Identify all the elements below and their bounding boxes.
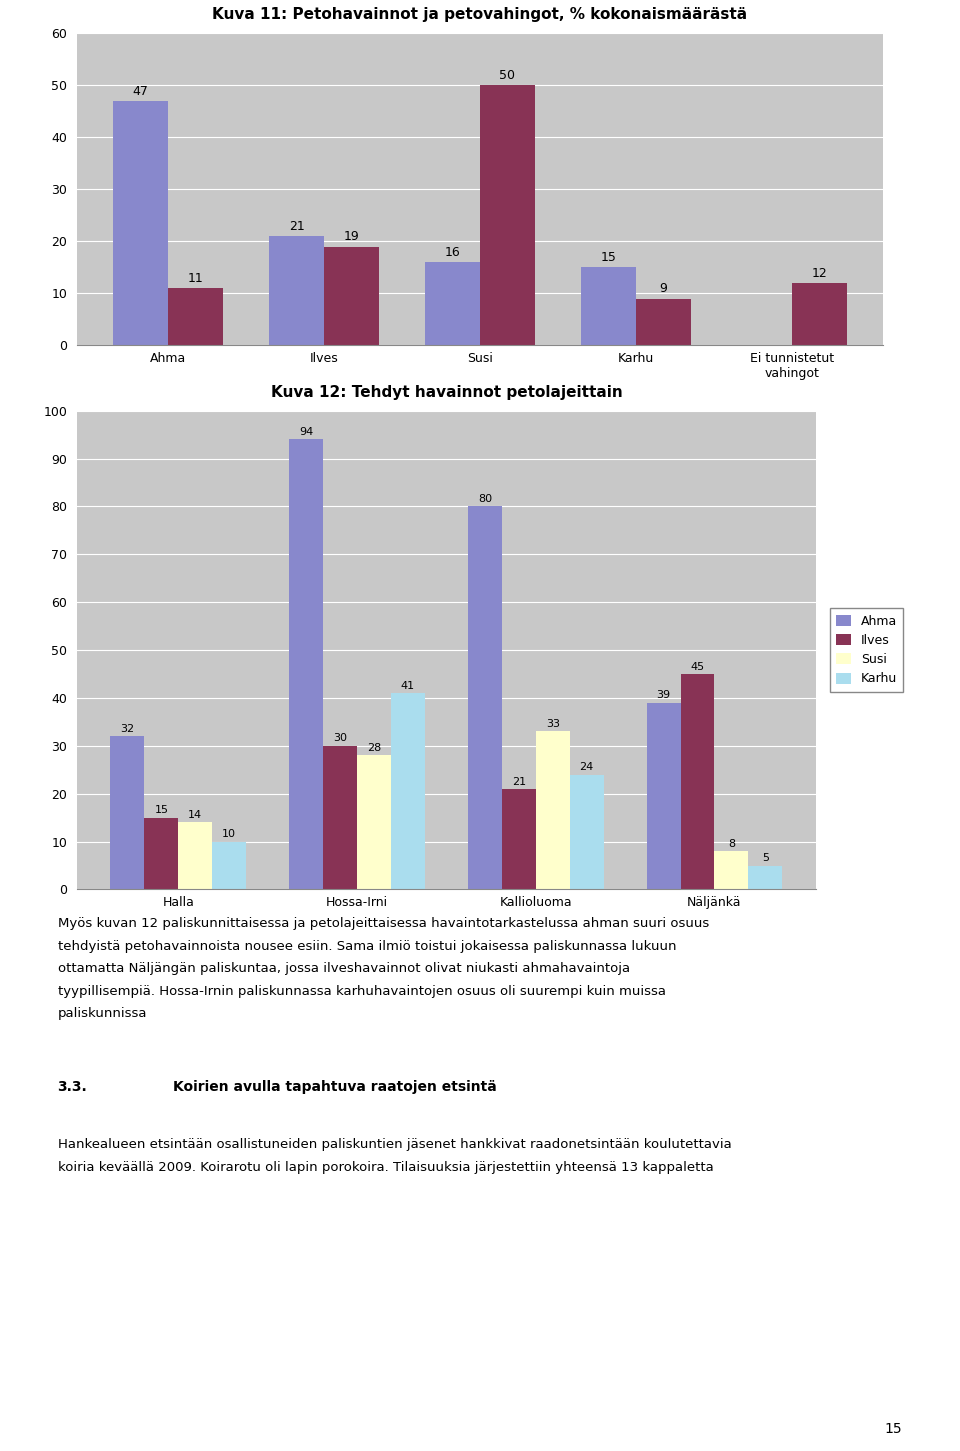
Text: 30: 30 [333,733,348,743]
Text: Hankealueen etsintään osallistuneiden paliskuntien jäsenet hankkivat raadonetsin: Hankealueen etsintään osallistuneiden pa… [58,1139,732,1151]
Bar [324,247,378,345]
Text: 12: 12 [811,267,828,280]
Bar [289,440,324,889]
Bar [212,842,246,889]
Text: 21: 21 [289,221,304,234]
Text: 5: 5 [762,853,769,863]
Text: Koirien avulla tapahtuva raatojen etsintä: Koirien avulla tapahtuva raatojen etsint… [173,1080,496,1094]
Bar [144,817,179,889]
Bar [113,102,168,345]
Bar [357,756,391,889]
Bar [681,673,714,889]
Text: 94: 94 [299,427,313,437]
Text: 16: 16 [444,247,461,260]
Text: 21: 21 [512,776,526,786]
Bar [324,746,357,889]
Text: Myös kuvan 12 paliskunnittaisessa ja petolajeittaisessa havaintotarkastelussa ah: Myös kuvan 12 paliskunnittaisessa ja pet… [58,917,708,930]
Bar [502,789,536,889]
Text: 47: 47 [132,84,149,97]
Bar [270,237,324,345]
Bar [179,823,212,889]
Text: 15: 15 [155,805,168,815]
Text: tehdyistä petohavainnoista nousee esiin. Sama ilmiö toistui jokaisessa paliskunn: tehdyistä petohavainnoista nousee esiin.… [58,940,676,952]
Text: 10: 10 [223,829,236,839]
Bar [391,694,425,889]
Bar [647,702,681,889]
Bar [792,283,847,345]
Text: tyypillisempiä. Hossa-Irnin paliskunnassa karhuhavaintojen osuus oli suurempi ku: tyypillisempiä. Hossa-Irnin paliskunnass… [58,984,665,997]
Text: 41: 41 [401,681,415,691]
Text: koiria keväällä 2009. Koirarotu oli lapin porokoira. Tilaisuuksia järjestettiin : koiria keväällä 2009. Koirarotu oli lapi… [58,1161,713,1174]
Title: Kuva 11: Petohavainnot ja petovahingot, % kokonaismäärästä: Kuva 11: Petohavainnot ja petovahingot, … [212,7,748,22]
Text: 15: 15 [601,251,616,264]
Text: 45: 45 [690,662,705,672]
Bar [749,865,782,889]
Bar [714,852,749,889]
Bar [536,731,569,889]
Bar [636,299,690,345]
Text: 24: 24 [580,762,594,772]
Bar [468,506,502,889]
Bar [480,86,535,345]
Legend: Petohavainnot, kpl, Petovahingot,kpl: Petohavainnot, kpl, Petovahingot,kpl [269,432,563,457]
Bar [425,263,480,345]
Text: 39: 39 [657,691,671,701]
Text: ottamatta Näljängän paliskuntaa, jossa ilveshavainnot olivat niukasti ahmahavain: ottamatta Näljängän paliskuntaa, jossa i… [58,962,630,975]
Text: 32: 32 [120,724,134,734]
Text: 80: 80 [478,493,492,503]
Text: paliskunnissa: paliskunnissa [58,1007,147,1020]
Bar [168,289,223,345]
Text: 28: 28 [367,743,381,753]
Bar [569,775,604,889]
Title: Kuva 12: Tehdyt havainnot petolajeittain: Kuva 12: Tehdyt havainnot petolajeittain [271,385,622,399]
Text: 11: 11 [187,271,204,284]
Text: 50: 50 [499,70,516,83]
Bar [582,267,636,345]
Text: 19: 19 [344,231,359,244]
Text: 9: 9 [660,283,667,296]
Text: 3.3.: 3.3. [58,1080,87,1094]
Bar [110,736,144,889]
Text: 8: 8 [728,839,735,849]
Text: 15: 15 [885,1422,902,1436]
Text: 14: 14 [188,810,203,820]
Legend: Ahma, Ilves, Susi, Karhu: Ahma, Ilves, Susi, Karhu [829,608,903,692]
Text: 33: 33 [545,720,560,728]
